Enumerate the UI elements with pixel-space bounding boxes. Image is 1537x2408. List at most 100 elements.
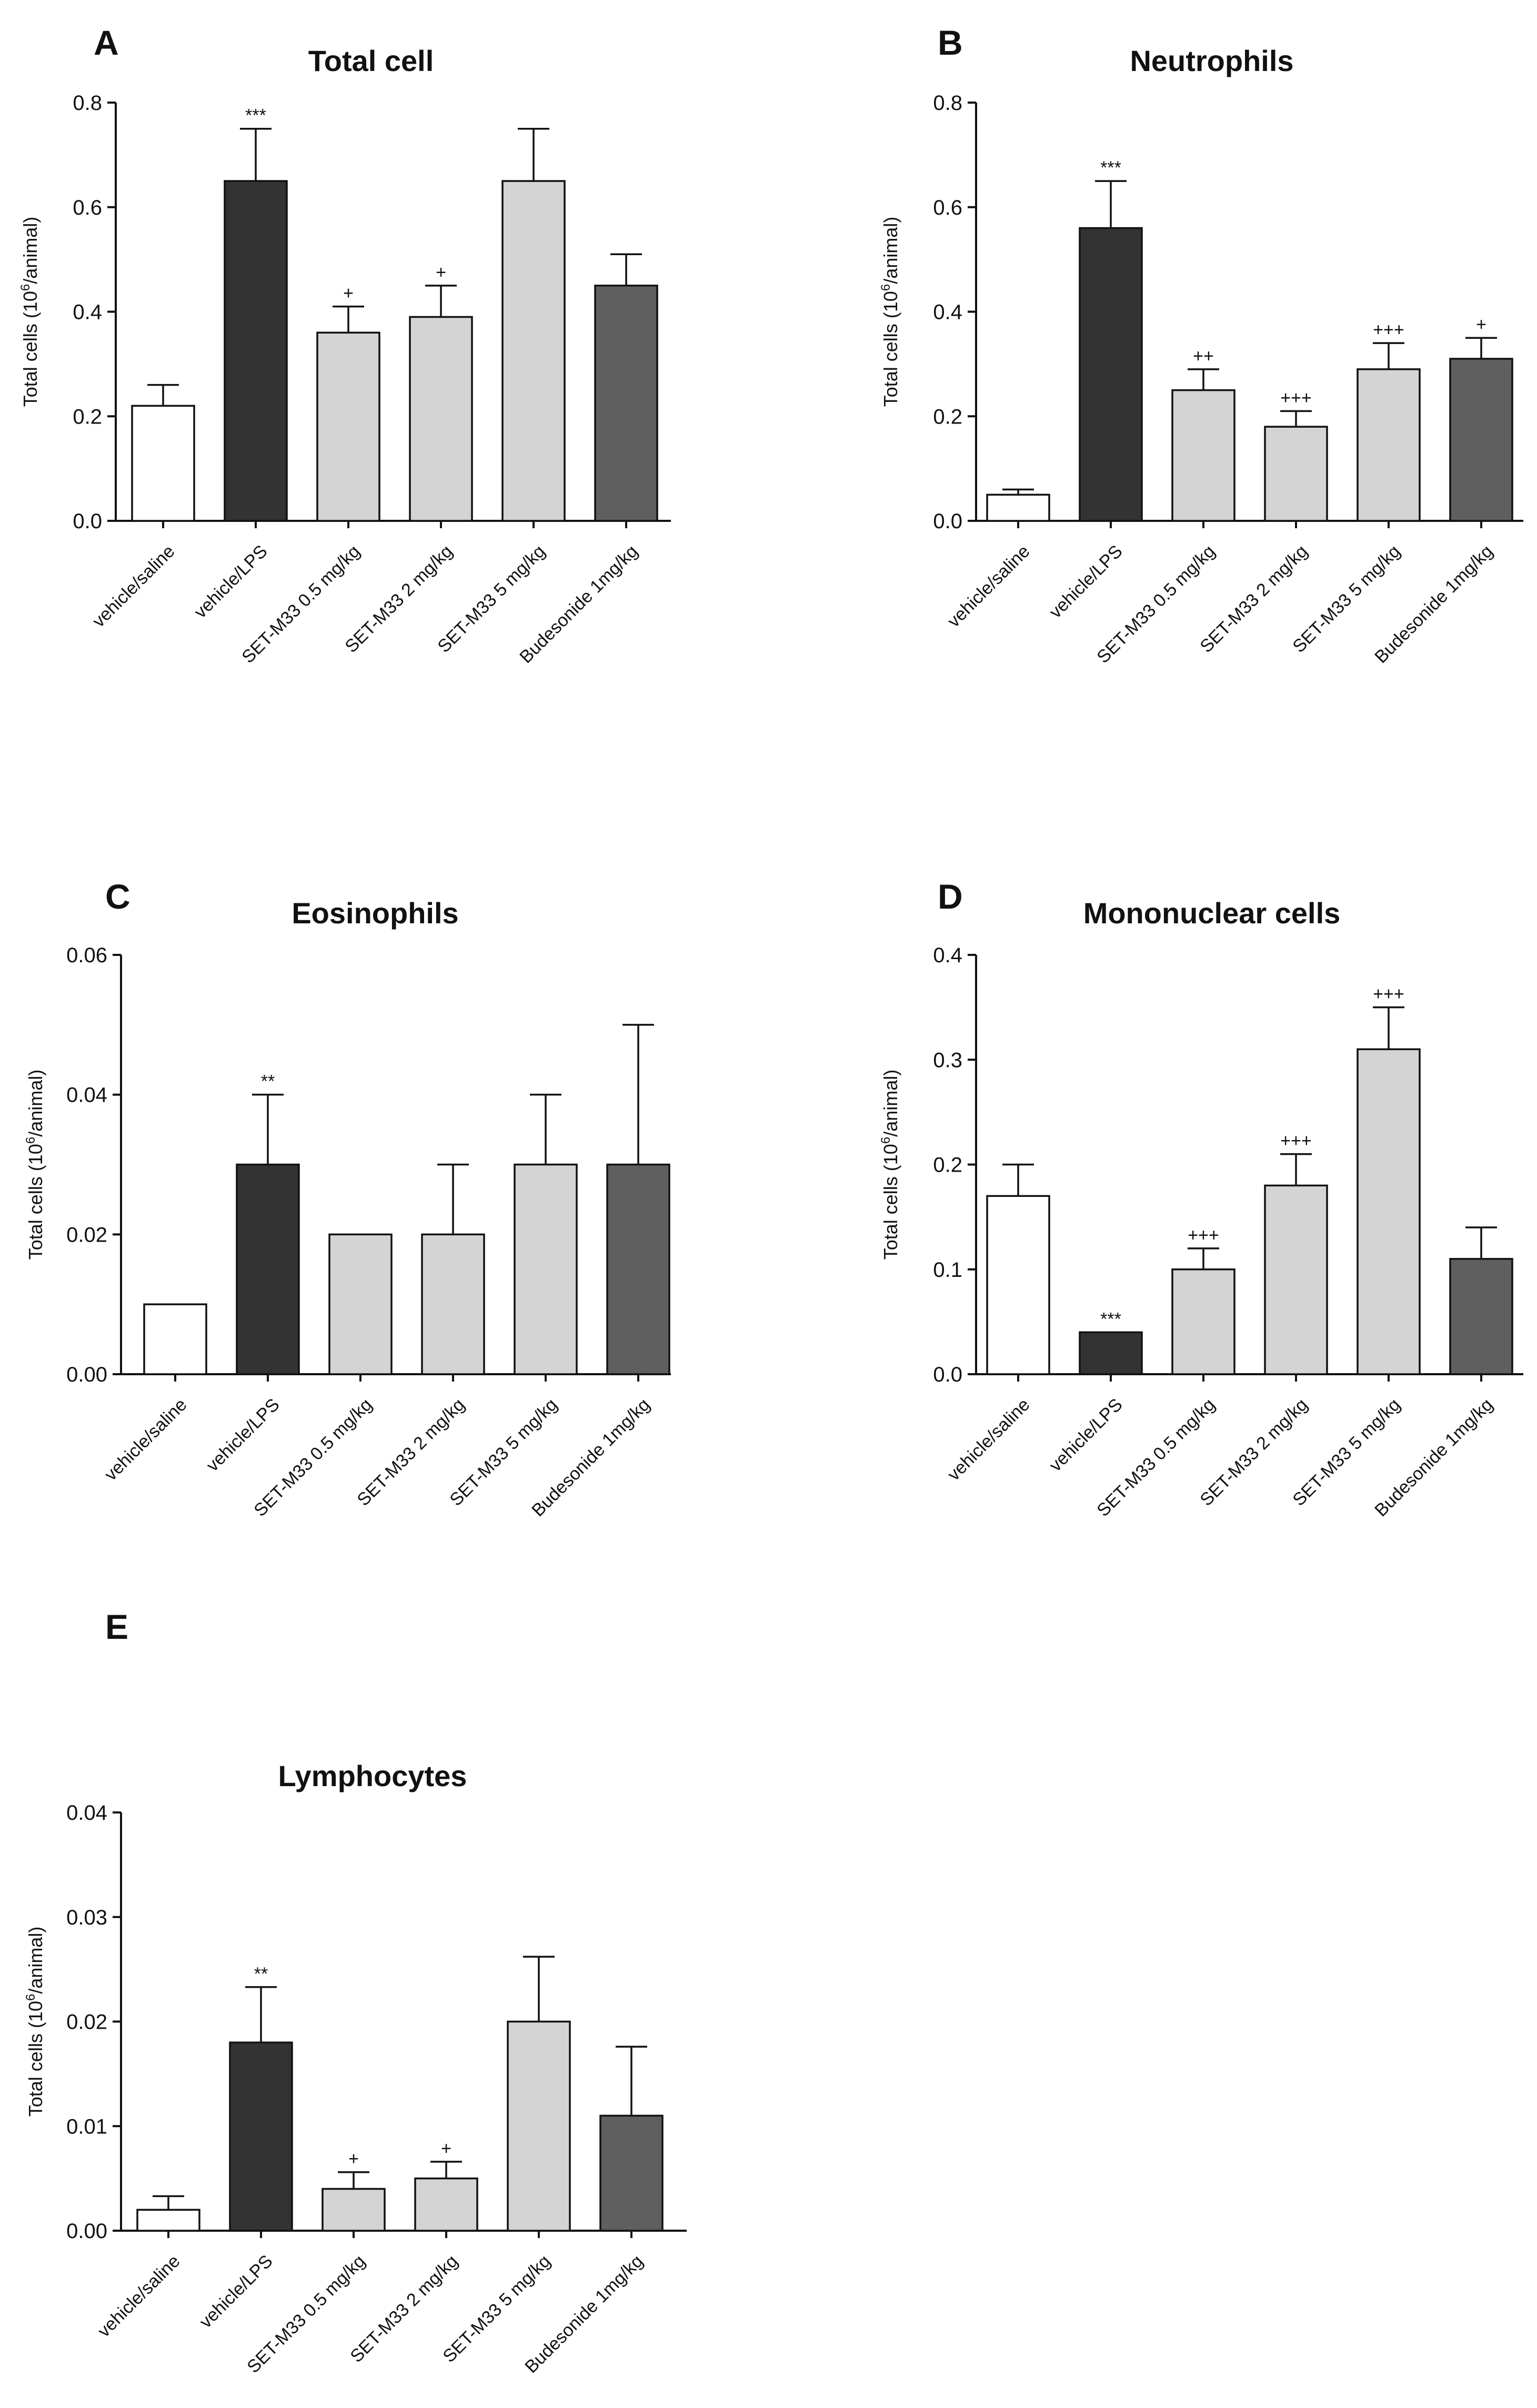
y-tick-label-d: 0.2 bbox=[933, 1154, 962, 1177]
y-tick-label-c: 0.00 bbox=[66, 1363, 107, 1386]
panel-letter-c: C bbox=[105, 877, 130, 916]
y-tick-label-c: 0.06 bbox=[66, 944, 107, 967]
significance-label-c: ** bbox=[261, 1072, 275, 1092]
bar-a bbox=[409, 316, 473, 522]
x-tick-label-a: vehicle/saline bbox=[88, 541, 178, 631]
x-tick-label-c: vehicle/saline bbox=[101, 1395, 190, 1485]
significance-label-e: + bbox=[441, 2139, 451, 2159]
significance-label-b: ++ bbox=[1193, 346, 1214, 366]
y-tick-label-d: 0.0 bbox=[933, 1363, 962, 1386]
x-tick-label-d: vehicle/saline bbox=[943, 1395, 1033, 1485]
significance-label-b: *** bbox=[1100, 158, 1121, 178]
y-tick-label-e: 0.00 bbox=[66, 2220, 107, 2243]
panel-e: E Lymphocytes 0.00 0.01 0.02 0.03 0.04 Total ce… bbox=[24, 1607, 687, 2377]
bar-a bbox=[501, 180, 566, 522]
y-tick-label-a: 0.6 bbox=[73, 196, 102, 219]
panel-d: D Mononuclear cells 0.0 0.1 0.2 0.3 0.4 Total c… bbox=[879, 877, 1523, 1520]
bar-e bbox=[599, 2114, 664, 2232]
y-tick-label-b: 0.6 bbox=[933, 196, 962, 219]
bar-e bbox=[136, 2209, 200, 2232]
x-tick-label-b: vehicle/saline bbox=[943, 541, 1033, 631]
significance-label-d: +++ bbox=[1373, 984, 1404, 1004]
bar-d bbox=[1079, 1331, 1143, 1375]
panel-letter-e: E bbox=[105, 1607, 128, 1646]
y-tick-label-b: 0.0 bbox=[933, 510, 962, 533]
y-axis-label-e: Total cells (106/animal) bbox=[24, 1927, 46, 2117]
y-tick-label-d: 0.3 bbox=[933, 1049, 962, 1072]
significance-label-e: + bbox=[348, 2149, 359, 2169]
y-tick-label-d: 0.1 bbox=[933, 1258, 962, 1282]
x-tick-label-d: vehicle/LPS bbox=[1046, 1395, 1127, 1476]
bar-d bbox=[1449, 1258, 1513, 1375]
chart-title-e: Lymphocytes bbox=[278, 1759, 467, 1792]
y-tick-label-b: 0.8 bbox=[933, 92, 962, 115]
bar-b bbox=[1449, 358, 1513, 522]
x-tick-label-c: vehicle/LPS bbox=[203, 1395, 284, 1476]
bar-d bbox=[1171, 1268, 1235, 1375]
significance-label-a: + bbox=[436, 263, 446, 283]
y-tick-label-a: 0.0 bbox=[73, 510, 102, 533]
significance-label-a: + bbox=[343, 284, 354, 304]
panel-c: C Eosinophils 0.00 0.02 0.04 0.06 Total cells … bbox=[24, 877, 671, 1520]
y-tick-label-a: 0.2 bbox=[73, 405, 102, 428]
y-axis-label-b: Total cells (106/animal) bbox=[879, 217, 901, 407]
bar-e bbox=[414, 2177, 478, 2232]
bar-a bbox=[224, 180, 288, 522]
y-tick-label-d: 0.4 bbox=[933, 944, 962, 967]
bar-e bbox=[322, 2188, 386, 2232]
bar-c bbox=[143, 1303, 207, 1375]
y-tick-label-a: 0.8 bbox=[73, 92, 102, 115]
significance-label-d: +++ bbox=[1280, 1131, 1312, 1151]
chart-title-b: Neutrophils bbox=[1130, 44, 1293, 77]
significance-label-e: ** bbox=[254, 1964, 268, 1984]
y-tick-label-b: 0.4 bbox=[933, 301, 962, 324]
y-tick-label-b: 0.2 bbox=[933, 405, 962, 428]
bar-b bbox=[1171, 389, 1235, 522]
y-tick-label-e: 0.01 bbox=[66, 2115, 107, 2138]
x-tick-label-a: vehicle/LPS bbox=[190, 541, 272, 622]
bar-c bbox=[421, 1233, 485, 1375]
bar-b bbox=[1264, 426, 1328, 522]
bar-a bbox=[594, 285, 658, 522]
chart-title-a: Total cell bbox=[308, 44, 434, 77]
significance-label-d: *** bbox=[1100, 1309, 1121, 1329]
bar-b bbox=[986, 493, 1050, 522]
bar-d bbox=[1264, 1184, 1328, 1375]
bar-e bbox=[229, 2041, 293, 2232]
bar-a bbox=[131, 405, 195, 522]
panel-b: B Neutrophils 0.0 0.2 0.4 0.6 0.8 Total cells (… bbox=[879, 23, 1523, 667]
panel-a: A Total cell 0.0 0.2 0.4 0.6 0.8 Total cells (1… bbox=[18, 23, 671, 667]
panel-letter-d: D bbox=[938, 877, 963, 916]
y-tick-label-c: 0.02 bbox=[66, 1223, 107, 1246]
chart-title-c: Eosinophils bbox=[292, 896, 458, 930]
y-axis-label-d: Total cells (106/animal) bbox=[879, 1070, 901, 1260]
significance-label-d: +++ bbox=[1188, 1225, 1219, 1245]
bar-c bbox=[514, 1163, 578, 1375]
bar-e bbox=[507, 2020, 571, 2232]
significance-label-b: + bbox=[1476, 315, 1486, 335]
y-tick-label-e: 0.03 bbox=[66, 1906, 107, 1929]
y-axis-label-a: Total cells (106/animal) bbox=[18, 217, 41, 407]
bar-c bbox=[606, 1163, 670, 1375]
y-tick-label-e: 0.02 bbox=[66, 2011, 107, 2034]
significance-label-b: +++ bbox=[1373, 320, 1404, 340]
bar-b bbox=[1357, 368, 1421, 522]
y-tick-label-a: 0.4 bbox=[73, 301, 102, 324]
x-tick-label-e: vehicle/LPS bbox=[196, 2251, 277, 2332]
significance-label-a: *** bbox=[245, 106, 266, 126]
bar-d bbox=[986, 1195, 1050, 1375]
bar-b bbox=[1079, 227, 1143, 522]
y-tick-label-e: 0.04 bbox=[66, 1801, 107, 1825]
y-axis-label-c: Total cells (106/animal) bbox=[24, 1070, 46, 1260]
panel-letter-b: B bbox=[938, 23, 963, 62]
bar-a bbox=[316, 331, 380, 522]
y-tick-label-c: 0.04 bbox=[66, 1084, 107, 1107]
panel-letter-a: A bbox=[94, 23, 119, 62]
bar-c bbox=[236, 1163, 300, 1375]
bar-d bbox=[1357, 1048, 1421, 1375]
significance-label-b: +++ bbox=[1280, 388, 1312, 408]
x-tick-label-b: vehicle/LPS bbox=[1046, 541, 1127, 622]
x-tick-label-e: vehicle/saline bbox=[94, 2251, 184, 2341]
bar-c bbox=[328, 1233, 393, 1375]
